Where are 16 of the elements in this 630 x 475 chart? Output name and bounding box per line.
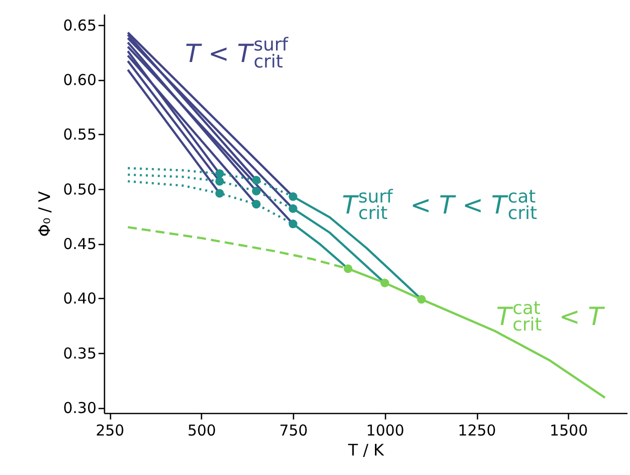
x-tick-label: 250 — [96, 422, 124, 440]
x-tick-label: 500 — [187, 422, 216, 440]
y-tick-label: 0.40 — [63, 290, 96, 308]
x-tick-label: 1500 — [550, 422, 588, 440]
y-tick-label: 0.65 — [63, 16, 96, 34]
y-tick-label: 0.50 — [63, 180, 96, 198]
x-tick-label: 750 — [279, 422, 308, 440]
y-tick-label: 0.55 — [63, 126, 96, 144]
x-tick-label: 1000 — [366, 422, 404, 440]
y-tick-label: 0.60 — [63, 71, 96, 90]
x-axis-title: T / K — [347, 440, 384, 460]
y-tick-label: 0.45 — [63, 235, 96, 254]
y-axis-title: Φ₀ / V — [35, 191, 54, 237]
y-tick-label: 0.30 — [63, 399, 96, 418]
y-tick-label: 0.35 — [63, 344, 96, 362]
x-tick-label: 1250 — [458, 422, 496, 440]
